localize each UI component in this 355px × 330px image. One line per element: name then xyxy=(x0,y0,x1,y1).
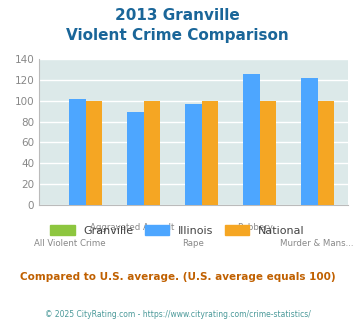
Bar xyxy=(69,99,86,205)
Bar xyxy=(244,74,260,205)
Legend: Granville, Illinois, National: Granville, Illinois, National xyxy=(46,221,309,240)
Text: Aggravated Assault: Aggravated Assault xyxy=(89,223,174,232)
Text: © 2025 CityRating.com - https://www.cityrating.com/crime-statistics/: © 2025 CityRating.com - https://www.city… xyxy=(45,310,310,319)
Bar xyxy=(301,78,318,205)
Text: Violent Crime Comparison: Violent Crime Comparison xyxy=(66,28,289,43)
Text: 2013 Granville: 2013 Granville xyxy=(115,8,240,23)
Text: All Violent Crime: All Violent Crime xyxy=(34,239,106,248)
Bar xyxy=(143,101,160,205)
Text: Compared to U.S. average. (U.S. average equals 100): Compared to U.S. average. (U.S. average … xyxy=(20,272,335,282)
Bar xyxy=(185,104,202,205)
Bar xyxy=(127,112,143,205)
Text: Murder & Mans...: Murder & Mans... xyxy=(280,239,354,248)
Bar xyxy=(260,101,276,205)
Text: Robbery: Robbery xyxy=(237,223,273,232)
Bar xyxy=(86,101,102,205)
Text: Rape: Rape xyxy=(182,239,204,248)
Bar xyxy=(318,101,334,205)
Bar xyxy=(202,101,218,205)
